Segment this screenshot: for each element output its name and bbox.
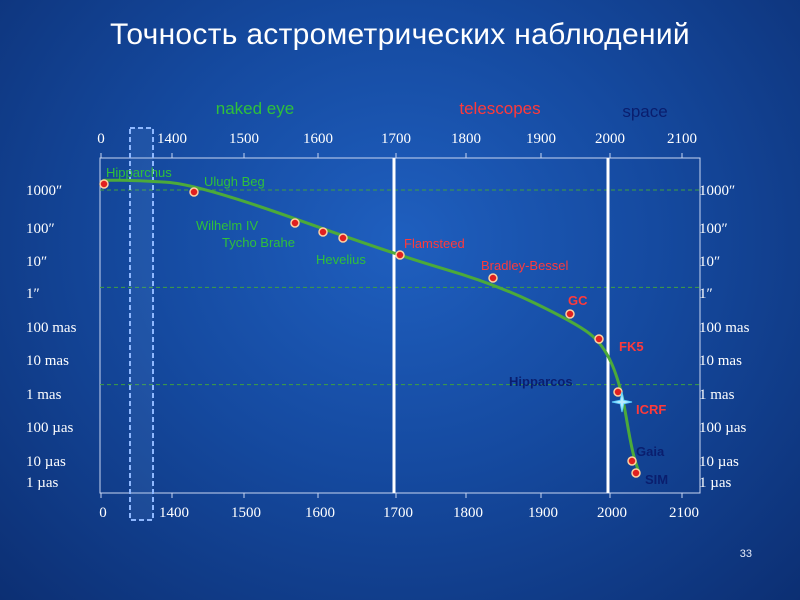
label-bradley-bessel: Bradley-Bessel (481, 258, 569, 273)
x-tick-top-2000: 2000 (595, 131, 625, 147)
point-hevelius (338, 233, 348, 243)
era-boundaries (392, 158, 610, 493)
x-tick-bottom-1800: 1800 (453, 505, 483, 521)
y-tick-right-100-as: 100 µas (699, 420, 747, 436)
label-hipparchus: Hipparchus (106, 165, 172, 180)
y-tick-left-1-mas: 1 mas (26, 387, 62, 403)
era-label-naked-eye: naked eye (216, 99, 294, 118)
plot-border (99, 157, 701, 494)
y-tick-right-1: 1″ (699, 286, 713, 302)
label-flamsteed: Flamsteed (404, 236, 465, 251)
label-icrf: ICRF (636, 402, 666, 417)
y-tick-right-100: 100″ (699, 221, 728, 237)
point-hipparchus (99, 179, 109, 189)
x-tick-top-1600: 1600 (303, 131, 333, 147)
era-label-space: space (622, 102, 667, 121)
x-tick-bottom-1500: 1500 (231, 505, 261, 521)
y-tick-left-100-mas: 100 mas (26, 320, 77, 336)
label-fk5: FK5 (619, 339, 644, 354)
point-fk5 (594, 334, 604, 344)
y-tick-right-1-as: 1 µas (699, 475, 732, 491)
y-tick-left-10: 10″ (26, 254, 47, 270)
label-gc: GC (568, 293, 588, 308)
point-flamsteed (395, 250, 405, 260)
point-labels: Hipparchus Ulugh Beg Wilhelm IV Tycho Brahe… (106, 165, 668, 487)
accuracy-curve (102, 178, 641, 474)
x-tick-bottom-1700: 1700 (383, 505, 413, 521)
x-tick-labels: 0 0 1400 1400 1500 1500 1600 1600 1700 1700 1800 18… (97, 131, 699, 521)
slide-title: Точность астрометрических наблюдений (110, 18, 690, 51)
x-tick-bottom-2000: 2000 (597, 505, 627, 521)
label-hevelius: Hevelius (316, 252, 366, 267)
point-gc (565, 309, 575, 319)
y-tick-right-10-as: 10 µas (699, 454, 739, 470)
x-tick-bottom-1600: 1600 (305, 505, 335, 521)
label-sim: SIM (645, 472, 668, 487)
x-tick-top-1400: 1400 (157, 131, 187, 147)
grid-lines (100, 189, 700, 386)
y-tick-right-10: 10″ (699, 254, 720, 270)
label-wilhelm-iv: Wilhelm IV (196, 218, 258, 233)
x-tick-bottom-2100: 2100 (669, 505, 699, 521)
y-tick-right-100-mas: 100 mas (699, 320, 750, 336)
y-tick-left-10-as: 10 µas (26, 454, 66, 470)
x-tick-top-1900: 1900 (526, 131, 556, 147)
y-tick-left-100-as: 100 µas (26, 420, 74, 436)
y-tick-left-100: 100″ (26, 221, 55, 237)
x-tick-bottom-1900: 1900 (528, 505, 558, 521)
x-tick-top-1800: 1800 (451, 131, 481, 147)
data-points (99, 179, 641, 478)
era-label-telescopes: telescopes (459, 99, 540, 118)
x-tick-top-1500: 1500 (229, 131, 259, 147)
page-number: 33 (739, 548, 752, 560)
point-gaia (627, 456, 637, 466)
axis-break-marker (129, 127, 154, 521)
label-hipparcos: Hipparcos (509, 374, 573, 389)
y-tick-left-1: 1″ (26, 286, 40, 302)
axis-break (129, 127, 154, 521)
y-tick-labels: 1000″ 1000″ 100″ 100″ 10″ 10″ 1″ 1″ 100 mas 100 m… (26, 183, 750, 491)
label-gaia: Gaia (636, 444, 665, 459)
chart-frame (99, 153, 701, 498)
x-tick-top-2100: 2100 (667, 131, 697, 147)
x-tick-bottom-1400: 1400 (159, 505, 189, 521)
label-ulugh-beg: Ulugh Beg (204, 174, 265, 189)
point-icrf (611, 391, 633, 413)
y-tick-right-10-mas: 10 mas (699, 353, 742, 369)
x-tick-top-1700: 1700 (381, 131, 411, 147)
era-labels: naked eye telescopes space (216, 99, 668, 121)
y-tick-left-1-as: 1 µas (26, 475, 59, 491)
point-wilhelm-iv (290, 218, 300, 228)
x-tick-top-0: 0 (97, 131, 105, 147)
y-tick-right-1-mas: 1 mas (699, 387, 735, 403)
label-tycho-brahe: Tycho Brahe (222, 235, 295, 250)
point-ulugh-beg (189, 187, 199, 197)
y-tick-right-1000: 1000″ (699, 183, 735, 199)
x-tick-bottom-0: 0 (99, 505, 107, 521)
y-tick-left-1000: 1000″ (26, 183, 62, 199)
accuracy-curve-line (102, 178, 641, 474)
point-bradley-bessel (488, 273, 498, 283)
point-hipparcos (613, 387, 623, 397)
y-tick-left-10-mas: 10 mas (26, 353, 69, 369)
point-sim (631, 468, 641, 478)
point-tycho-brahe (318, 227, 328, 237)
